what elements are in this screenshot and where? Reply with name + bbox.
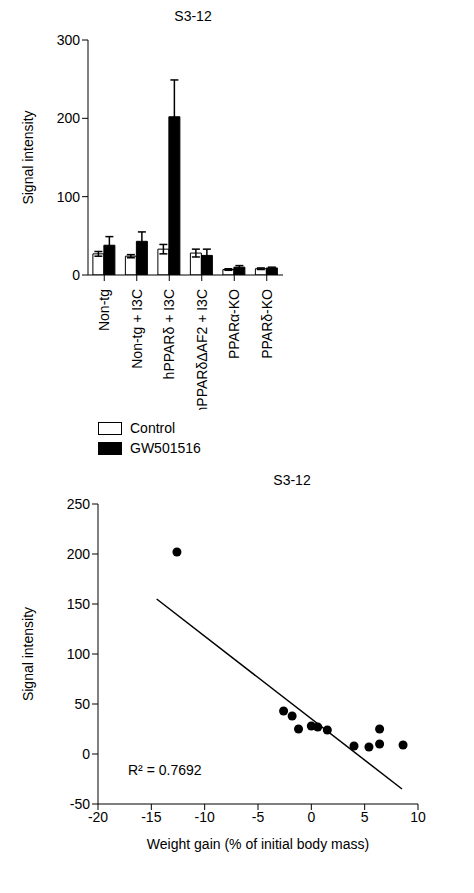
svg-text:-10: -10 bbox=[195, 809, 215, 825]
svg-text:Signal intensity: Signal intensity bbox=[20, 110, 36, 204]
svg-text:100: 100 bbox=[67, 646, 91, 662]
svg-text:0: 0 bbox=[72, 267, 80, 283]
svg-text:0: 0 bbox=[307, 809, 315, 825]
svg-text:50: 50 bbox=[74, 696, 90, 712]
svg-text:100: 100 bbox=[57, 189, 81, 205]
svg-text:10: 10 bbox=[410, 809, 426, 825]
html-text:GW501516: GW501516 bbox=[130, 440, 201, 456]
svg-text:200: 200 bbox=[57, 110, 81, 126]
svg-text:Non-tg + I3C: Non-tg + I3C bbox=[129, 289, 145, 369]
html-text:S3-12: S3-12 bbox=[174, 8, 212, 24]
svg-text:5: 5 bbox=[361, 809, 369, 825]
svg-text:-50: -50 bbox=[70, 796, 90, 812]
svg-text:250: 250 bbox=[67, 496, 91, 512]
svg-text:0: 0 bbox=[82, 746, 90, 762]
svg-text:hPPARδΔAF2 + I3C: hPPARδΔAF2 + I3C bbox=[194, 289, 210, 410]
html-text:S3-12: S3-12 bbox=[273, 472, 311, 488]
svg-text:Signal intensity: Signal intensity bbox=[20, 607, 36, 701]
svg-text:300: 300 bbox=[57, 32, 81, 48]
html-text:Control: Control bbox=[130, 420, 176, 436]
html-text:R² = 0.7692: R² = 0.7692 bbox=[128, 762, 202, 778]
svg-text:PPARδ-KO: PPARδ-KO bbox=[259, 289, 275, 359]
svg-text:-15: -15 bbox=[141, 809, 161, 825]
svg-text:hPPARδ + I3C: hPPARδ + I3C bbox=[161, 289, 177, 379]
svg-text:PPARα-KO: PPARα-KO bbox=[226, 289, 242, 359]
svg-text:150: 150 bbox=[67, 596, 91, 612]
svg-text:-5: -5 bbox=[252, 809, 265, 825]
svg-text:Weight gain (% of initial body: Weight gain (% of initial body mass) bbox=[147, 836, 369, 852]
svg-text:200: 200 bbox=[67, 546, 91, 562]
svg-text:Non-tg: Non-tg bbox=[96, 289, 112, 331]
svg-text:-20: -20 bbox=[88, 809, 108, 825]
